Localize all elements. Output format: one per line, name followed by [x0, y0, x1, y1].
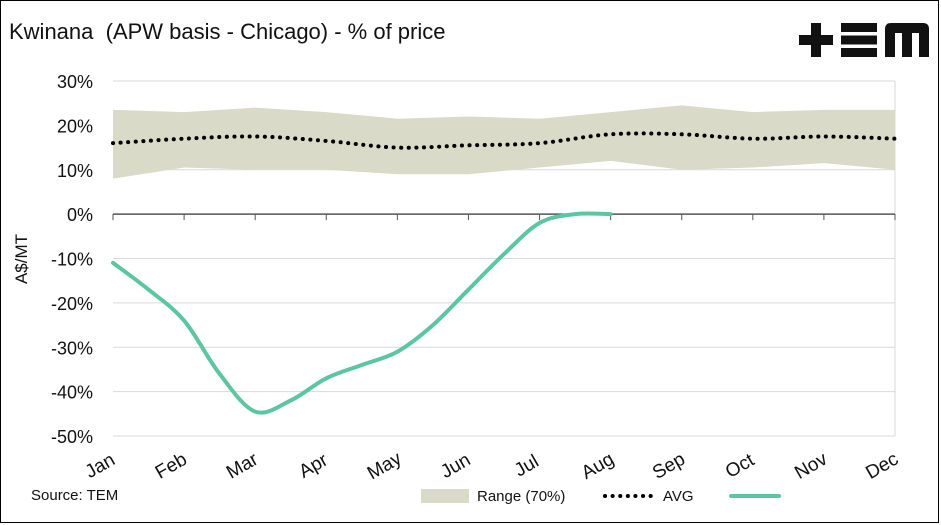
- x-tick-label: Feb: [152, 449, 191, 481]
- x-tick-label: Apr: [295, 449, 332, 481]
- y-tick-label: -10%: [51, 250, 93, 270]
- y-tick-label: 30%: [57, 72, 93, 92]
- y-tick-label: -40%: [51, 383, 93, 403]
- source-note: Source: TEM: [31, 487, 119, 504]
- avg-line: [111, 131, 897, 150]
- x-axis-ticks: Jan Feb Mar Apr May Jun Jul Aug Sep Oct Nov Dec: [82, 448, 902, 481]
- x-tick-label: Jul: [511, 451, 543, 481]
- chart-svg: 30% 20% 10% 0% -10% -20% -30% -40% -50% Jan Feb Ma…: [12, 72, 902, 481]
- x-tick-label: Oct: [722, 449, 759, 481]
- y-tick-label: -20%: [51, 294, 93, 314]
- x-tick-label: Aug: [578, 449, 618, 481]
- x-tick-label: Nov: [791, 448, 831, 481]
- legend-avg-label: AVG: [663, 488, 694, 505]
- zero-axis: [112, 213, 896, 221]
- y-tick-label: 0%: [67, 205, 93, 225]
- legend-range-label: Range (70%): [477, 488, 565, 505]
- y-tick-label: 20%: [57, 116, 93, 136]
- y-axis-label: A$/MT: [12, 234, 31, 284]
- y-tick-label: 10%: [57, 161, 93, 181]
- x-tick-label: Jan: [82, 449, 119, 481]
- x-tick-label: May: [364, 448, 406, 481]
- y-axis-ticks: 30% 20% 10% 0% -10% -20% -30% -40% -50%: [51, 72, 93, 447]
- y-tick-label: -30%: [51, 338, 93, 358]
- y-tick-label: -50%: [51, 427, 93, 447]
- chart-title: Kwinana (APW basis - Chicago) - % of pri…: [9, 19, 446, 44]
- range-band: [113, 105, 895, 179]
- x-tick-label: Mar: [223, 449, 262, 481]
- legend: Range (70%) AVG: [421, 488, 781, 505]
- current-year-line: [111, 211, 613, 415]
- x-tick-label: Dec: [862, 449, 902, 481]
- x-tick-label: Sep: [649, 449, 689, 481]
- tem-logo: [799, 23, 929, 57]
- legend-range-swatch: [421, 489, 469, 503]
- x-tick-label: Jun: [437, 449, 474, 481]
